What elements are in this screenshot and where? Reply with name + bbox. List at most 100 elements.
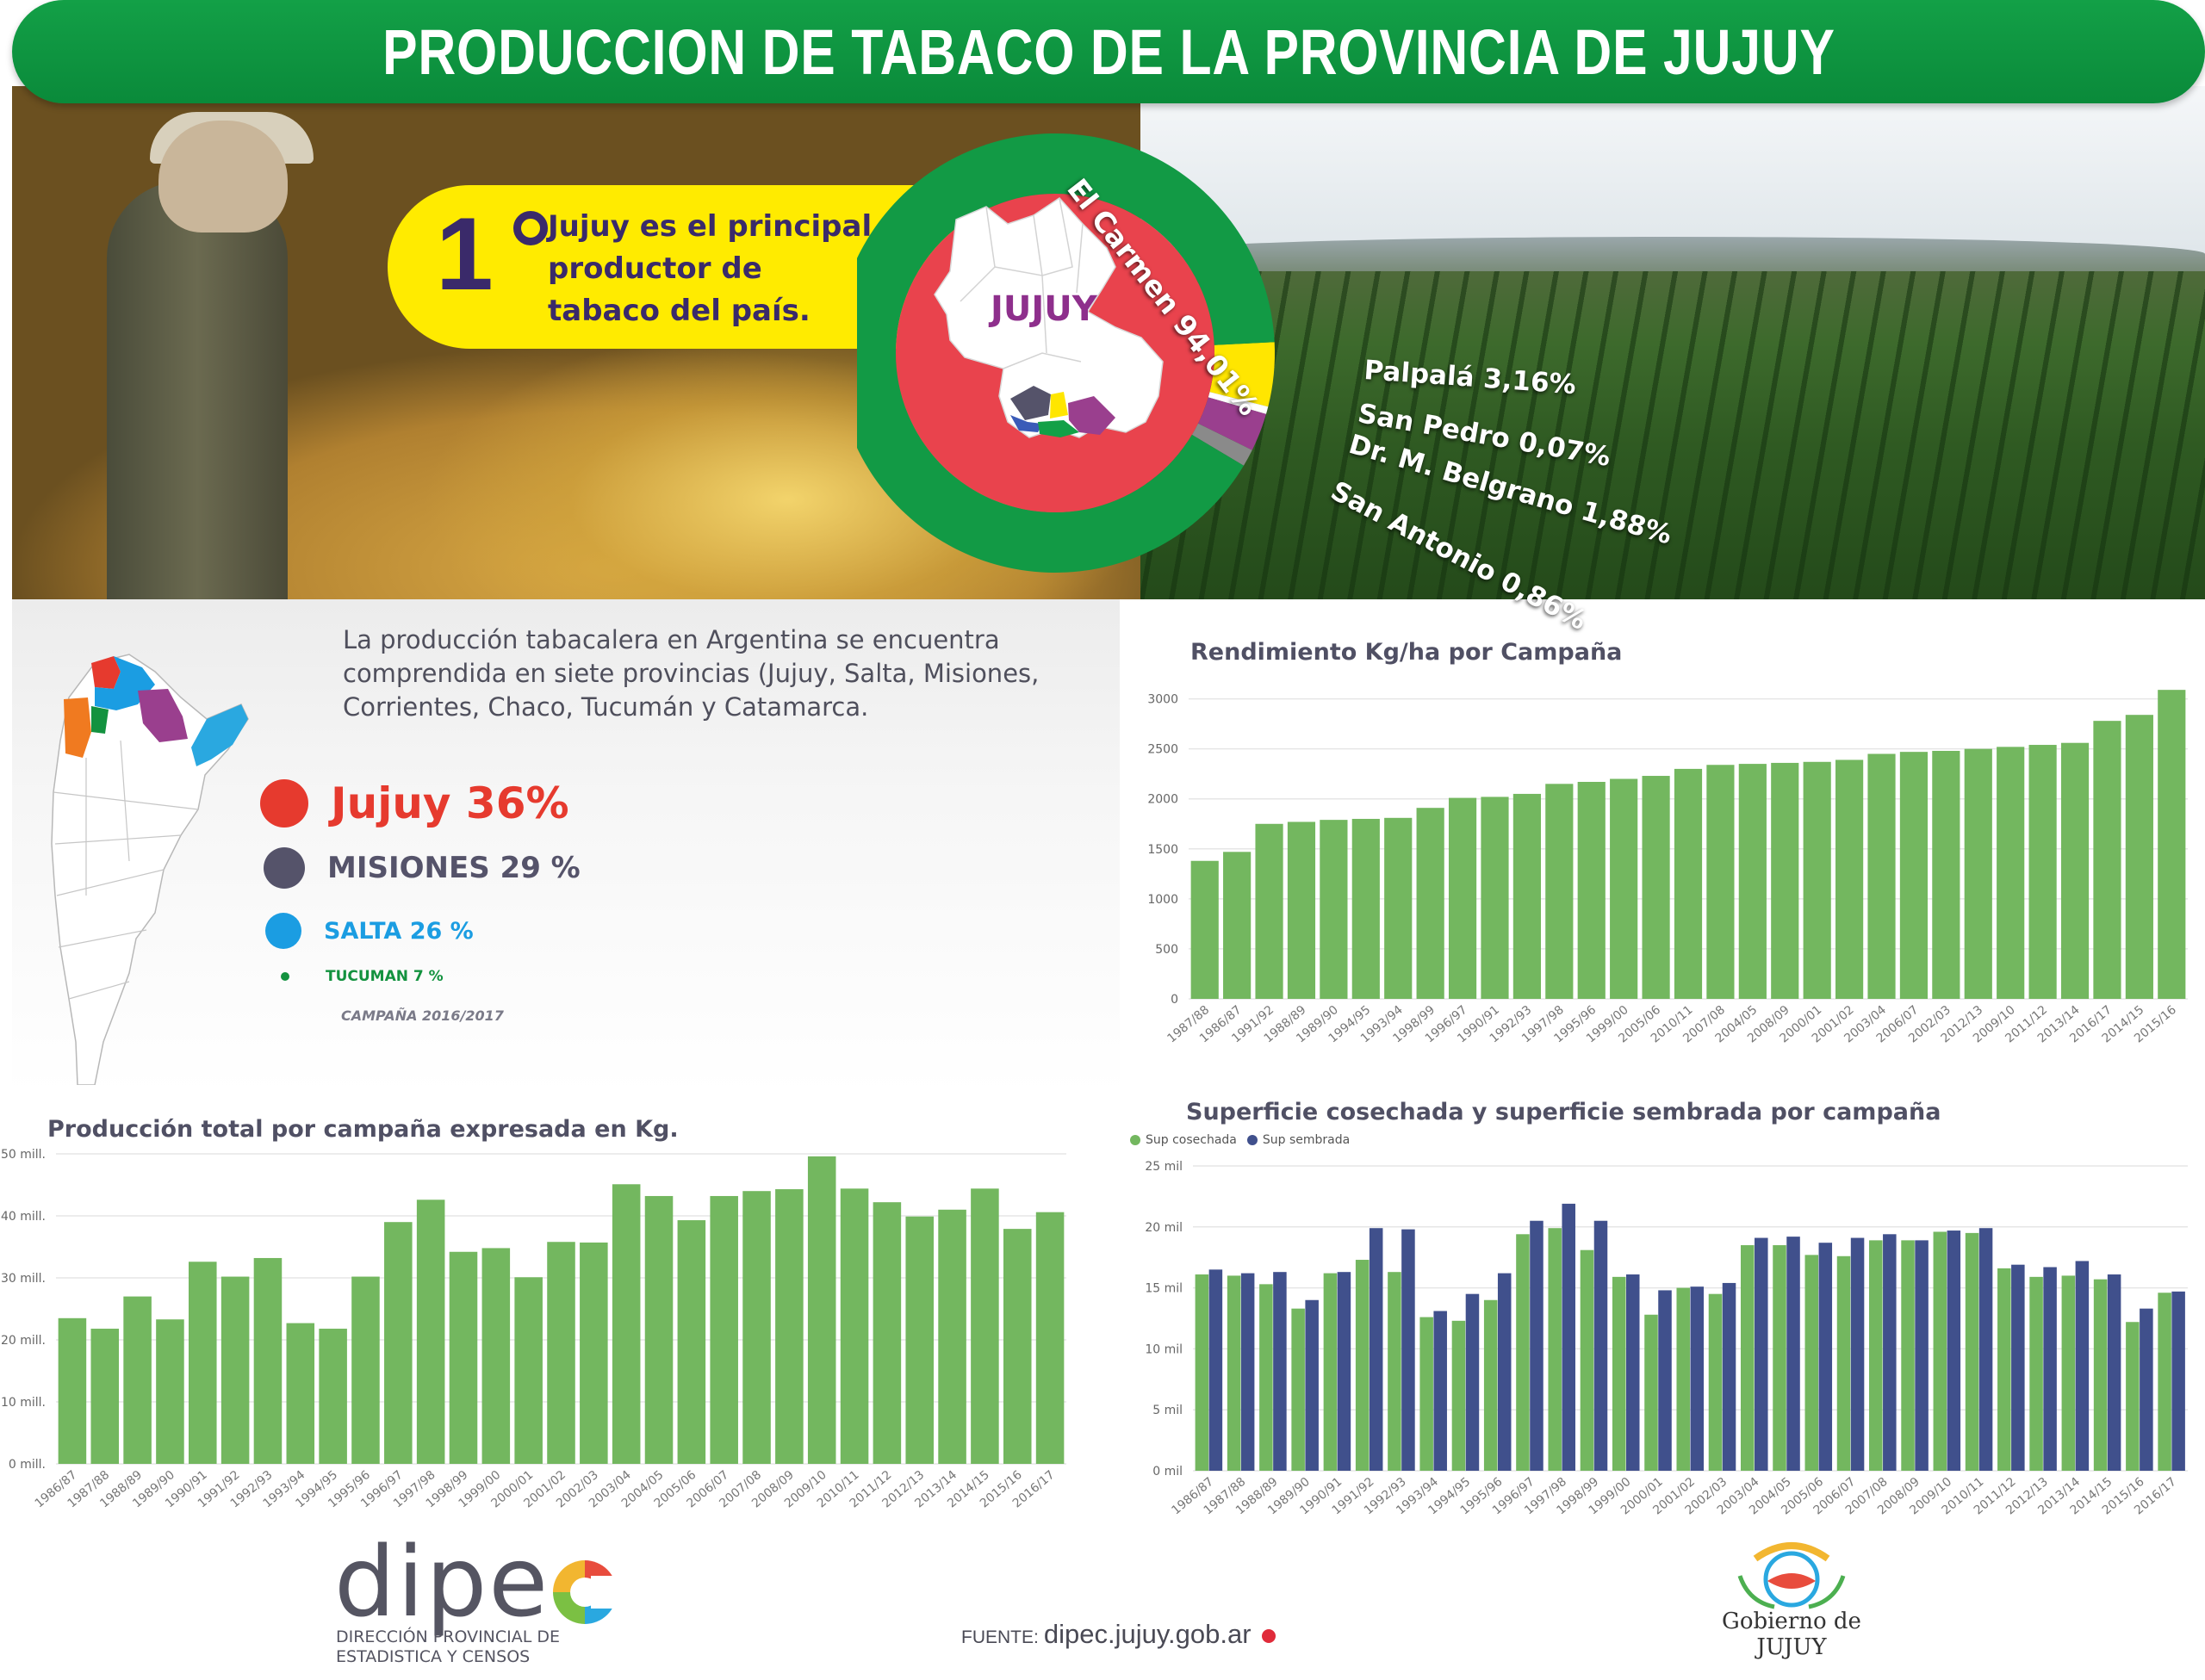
bar [1190,860,1219,999]
bar [1997,747,2025,999]
y-tick-label: 2000 [1147,793,1178,807]
province-tucuman [91,706,109,734]
dipec-logo: dipe [334,1527,626,1639]
bar [1738,764,1767,999]
chart-legend-superficie: Sup cosechada Sup sembrada [1130,1133,1360,1147]
y-tick-label: 0 [1171,993,1178,1007]
bar [1562,1203,1575,1471]
bar [319,1329,347,1464]
callout-line: productor de [548,251,762,286]
province-jujuy [91,656,121,689]
bar [873,1202,902,1464]
dipec-c-icon [553,1560,626,1624]
donut-slice-san-pedro [1208,392,1269,414]
campaign-note: CAMPAÑA 2016/2017 [341,1007,504,1024]
share-label: Jujuy 36% [331,778,569,828]
legend-item: Sup sembrada [1246,1133,1350,1147]
bar [2093,721,2121,999]
dipec-wordmark-text: dipe [334,1527,550,1639]
y-tick-label: 2500 [1147,743,1178,757]
bar [1690,1286,1705,1471]
field-sky [1140,86,2205,258]
bar [1227,1275,1241,1471]
y-tick-label: 1500 [1147,843,1178,857]
share-tucuman: TUCUMAN 7 % [281,968,444,985]
bar [90,1329,120,1464]
bar [1548,1228,1562,1471]
bar [1644,1314,1658,1471]
bar [253,1257,283,1464]
dept-boundaries [960,197,1084,369]
y-tick-label: 10 mill. [1,1396,46,1410]
share-dot-icon [281,972,289,981]
bar [1804,1255,1819,1471]
bar [2126,1322,2140,1471]
bar [612,1184,641,1464]
donut-slice-dr-m-belgrano [1197,397,1266,450]
field-hills [1140,237,2205,271]
bar [1351,818,1380,999]
bar [2043,1267,2057,1471]
bar [1388,1272,1401,1471]
bar [1355,1260,1370,1471]
bar [807,1156,836,1464]
bar [1708,1293,1723,1471]
bar [156,1319,184,1464]
y-tick-label: 500 [1155,943,1178,957]
bar [449,1251,478,1464]
bar [1530,1220,1544,1471]
bar [1433,1311,1447,1471]
donut-slice-san-antonio [1191,423,1252,466]
bar [1208,1269,1223,1471]
bar [1255,823,1283,999]
bar [1867,753,1896,999]
legend-label: Sup cosechada [1146,1133,1237,1147]
bar [1291,1308,1305,1471]
callout-line: Jujuy es el principal [548,209,873,244]
source-credit: FUENTE: dipec.jujuy.gob.ar [961,1619,1276,1650]
bar [1384,817,1413,999]
bar [1512,793,1541,999]
bar [1997,1268,2011,1471]
bar [123,1296,152,1464]
bar [1545,784,1574,999]
bar [1740,1245,1755,1471]
bar [2125,715,2153,999]
bar [775,1189,804,1464]
bar [1195,1274,1209,1471]
bar [1577,782,1606,999]
bar [1773,1245,1786,1471]
y-tick-label: 25 mil [1145,1160,1183,1174]
bar [1465,1293,1480,1471]
bar [1516,1234,1530,1471]
bar [1240,1273,1255,1471]
bar [1901,1240,1915,1471]
source-link[interactable]: dipec.jujuy.gob.ar [1043,1619,1252,1649]
bar [1593,1220,1608,1471]
gobierno-label: Gobierno de JUJUY [1722,1609,1861,1660]
laurel-branches [1737,1575,1846,1609]
bar [1932,751,1960,999]
bar [1497,1273,1512,1471]
bar [1836,1255,1851,1471]
bar [1483,1299,1498,1471]
share-dot-icon [264,847,305,889]
bar [1676,1287,1690,1471]
bar [1223,852,1252,999]
bar [1273,1272,1287,1471]
y-tick-label: 1000 [1147,893,1178,907]
bar [1035,1212,1065,1464]
bar [710,1195,738,1464]
dept-palpala [1050,392,1068,418]
dipec-subtitle-line: ESTADISTICA Y CENSOS [336,1647,531,1666]
bar [416,1200,445,1464]
bar [2171,1291,2185,1471]
bar [1755,1237,1768,1471]
province-borders [53,740,199,1000]
jujuy-map-outline [934,197,1164,438]
dept-dr-belgrano [1010,386,1051,420]
source-label: FUENTE: [961,1627,1039,1647]
y-tick-label: 3000 [1147,693,1178,707]
bar [1337,1272,1351,1471]
province-chaco [138,689,188,742]
